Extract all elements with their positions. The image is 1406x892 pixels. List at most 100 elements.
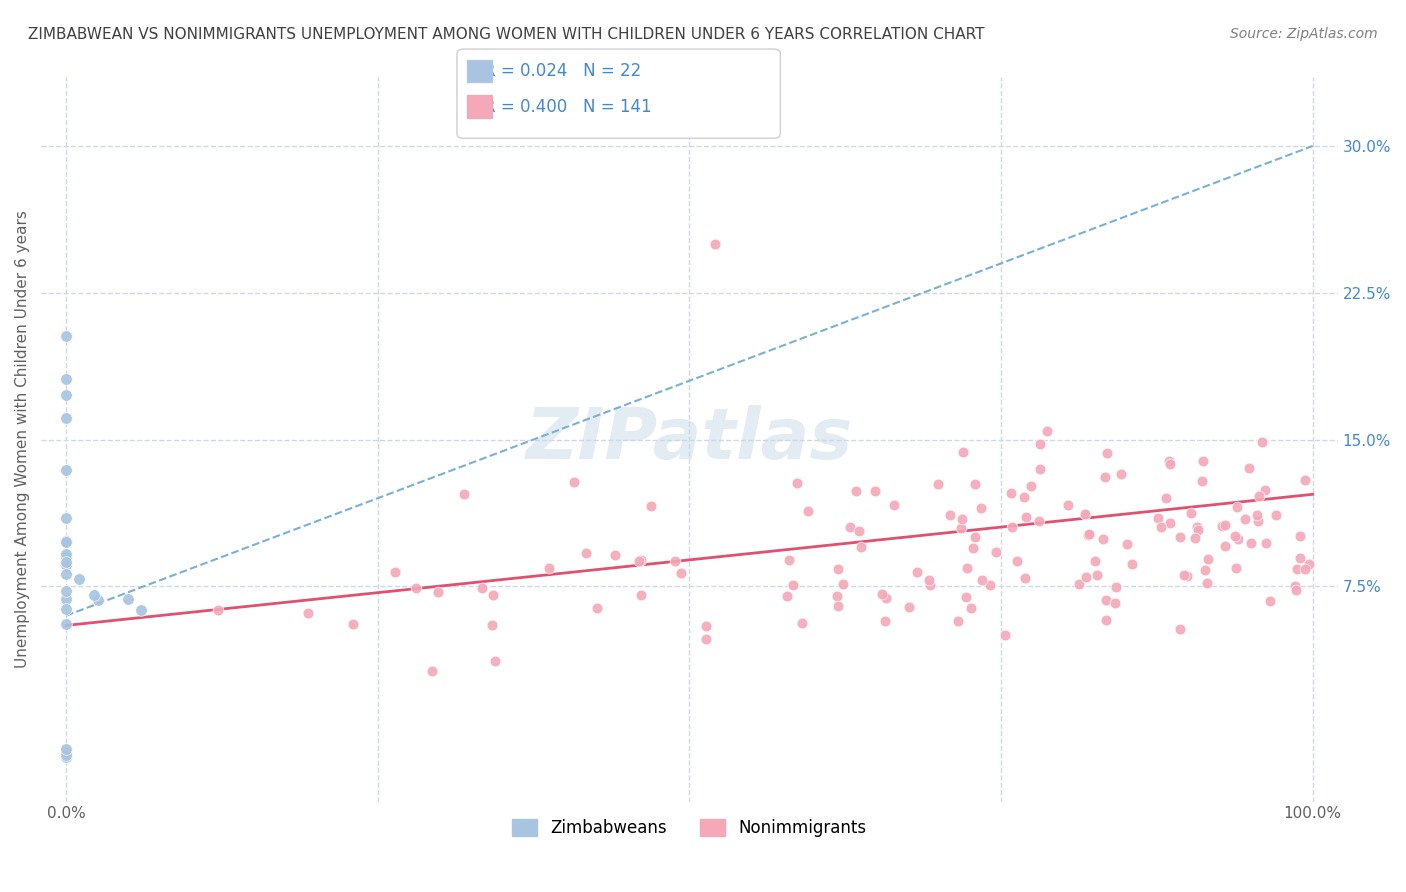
Point [1168, 623, 1191, 637]
Point [1298, 557, 1320, 571]
Point [55, 410, 77, 425]
Point [1240, 535, 1263, 549]
Point [1005, 554, 1028, 568]
Point [55, 746, 77, 760]
Point [918, 573, 941, 587]
Point [55, 372, 77, 386]
Point [1000, 485, 1022, 500]
Point [384, 565, 406, 579]
Point [562, 475, 585, 489]
Point [1121, 557, 1143, 571]
Point [1116, 537, 1139, 551]
Point [1173, 567, 1195, 582]
Point [956, 560, 979, 574]
Point [1035, 425, 1057, 439]
Point [664, 554, 686, 568]
Point [1213, 539, 1236, 553]
Point [970, 573, 993, 587]
Point [1191, 475, 1213, 489]
Point [453, 487, 475, 501]
Point [55, 741, 77, 756]
Point [1191, 454, 1213, 468]
Point [640, 499, 662, 513]
Point [55, 558, 77, 573]
Point [703, 236, 725, 251]
Point [1028, 515, 1050, 529]
Point [55, 388, 77, 402]
Point [950, 521, 973, 535]
Point [1264, 508, 1286, 522]
Point [83, 588, 105, 602]
Point [918, 578, 941, 592]
Point [1226, 532, 1249, 546]
Point [1021, 478, 1043, 492]
Point [1285, 562, 1308, 576]
Point [1294, 473, 1316, 487]
Point [963, 477, 986, 491]
Point [849, 540, 872, 554]
Point [55, 750, 77, 764]
Point [1233, 512, 1256, 526]
Point [405, 581, 427, 595]
Point [55, 463, 77, 477]
Point [1180, 506, 1202, 520]
Point [1094, 613, 1116, 627]
Point [1077, 527, 1099, 541]
Point [1194, 563, 1216, 577]
Point [1147, 511, 1170, 525]
Point [1014, 571, 1036, 585]
Point [827, 562, 849, 576]
Text: R = 0.400   N = 141: R = 0.400 N = 141 [484, 98, 651, 116]
Legend: Zimbabweans, Nonimmigrants: Zimbabweans, Nonimmigrants [505, 813, 873, 844]
Point [1159, 454, 1181, 468]
Point [55, 584, 77, 599]
Point [1074, 570, 1097, 584]
Point [848, 524, 870, 538]
Point [797, 504, 820, 518]
Point [1105, 580, 1128, 594]
Point [55, 547, 77, 561]
Point [1012, 491, 1035, 505]
Point [575, 546, 598, 560]
Point [832, 576, 855, 591]
Point [1223, 529, 1246, 543]
Point [1187, 523, 1209, 537]
Point [952, 445, 974, 459]
Point [1159, 516, 1181, 531]
Point [776, 590, 799, 604]
Point [1069, 577, 1091, 591]
Point [1247, 489, 1270, 503]
Point [1109, 467, 1132, 482]
Point [426, 584, 449, 599]
Point [1170, 530, 1192, 544]
Point [55, 550, 77, 565]
Text: Source: ZipAtlas.com: Source: ZipAtlas.com [1230, 27, 1378, 41]
Point [55, 591, 77, 606]
Point [1085, 567, 1108, 582]
Point [55, 747, 77, 762]
Point [955, 590, 977, 604]
Point [117, 591, 139, 606]
Point [1074, 507, 1097, 521]
Text: ZIPatlas: ZIPatlas [526, 405, 853, 474]
Y-axis label: Unemployment Among Women with Children Under 6 years: Unemployment Among Women with Children U… [15, 211, 30, 668]
Point [1095, 446, 1118, 460]
Point [1213, 517, 1236, 532]
Point [55, 534, 77, 549]
Point [979, 578, 1001, 592]
Point [970, 500, 993, 515]
Point [1211, 518, 1233, 533]
Point [129, 603, 152, 617]
Point [55, 533, 77, 548]
Point [87, 592, 110, 607]
Point [873, 614, 896, 628]
Point [1237, 460, 1260, 475]
Point [1260, 593, 1282, 607]
Point [484, 654, 506, 668]
Point [927, 476, 949, 491]
Point [938, 508, 960, 522]
Point [962, 541, 984, 555]
Point [1246, 508, 1268, 523]
Point [420, 664, 443, 678]
Point [875, 591, 897, 605]
